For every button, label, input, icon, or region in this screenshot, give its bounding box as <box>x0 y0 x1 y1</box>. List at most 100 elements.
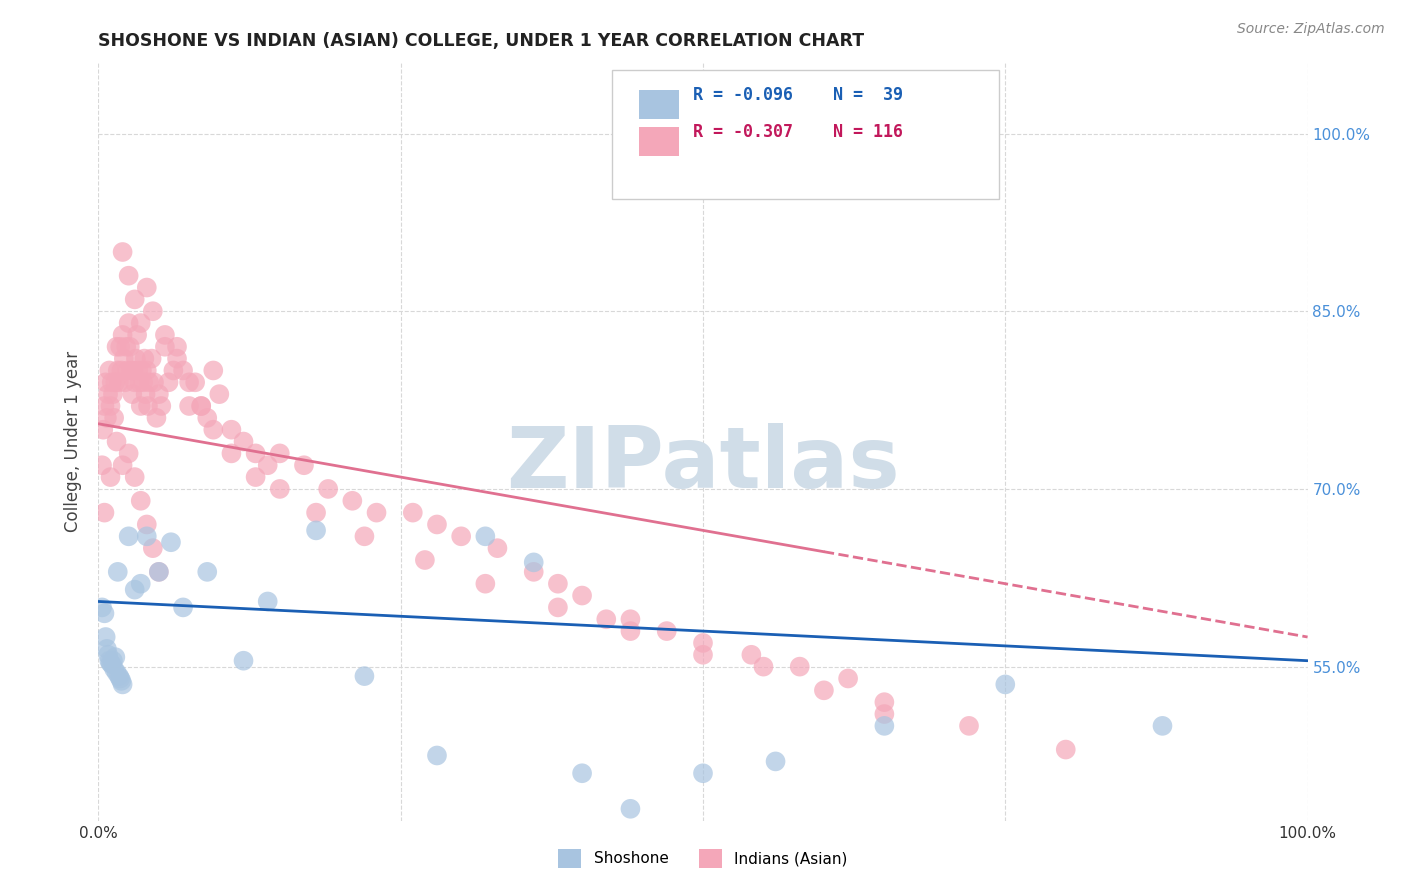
Point <box>619 624 641 639</box>
Point <box>100 470 122 484</box>
Point <box>135 387 157 401</box>
Point <box>93 506 115 520</box>
FancyBboxPatch shape <box>638 90 679 120</box>
Point <box>873 719 896 733</box>
Point <box>221 423 243 437</box>
Point <box>692 766 714 780</box>
Point <box>571 589 593 603</box>
Point <box>127 363 149 377</box>
Point <box>142 541 165 556</box>
Point <box>547 576 569 591</box>
Point <box>353 669 375 683</box>
Point <box>172 600 194 615</box>
Point <box>342 493 364 508</box>
Point <box>104 376 127 390</box>
Point <box>150 399 173 413</box>
Point <box>148 565 170 579</box>
Point <box>131 363 153 377</box>
Point <box>94 630 117 644</box>
Point <box>105 340 128 354</box>
Point <box>166 340 188 354</box>
Point <box>202 423 225 437</box>
Point <box>129 493 152 508</box>
Point <box>122 363 145 377</box>
Point <box>118 446 141 460</box>
Point <box>292 458 315 473</box>
Text: R = -0.307    N = 116: R = -0.307 N = 116 <box>693 123 903 141</box>
Point <box>120 363 142 377</box>
Point <box>1152 719 1174 733</box>
Point <box>269 446 291 460</box>
Point <box>873 695 896 709</box>
Point <box>474 576 496 591</box>
FancyBboxPatch shape <box>613 70 1000 199</box>
Point <box>142 304 165 318</box>
Point <box>117 363 139 377</box>
Point <box>195 410 218 425</box>
Point <box>595 612 617 626</box>
Point <box>124 293 146 307</box>
Point <box>353 529 375 543</box>
Point <box>112 351 135 366</box>
Point <box>132 376 155 390</box>
Point <box>789 659 811 673</box>
Point <box>105 434 128 449</box>
Point <box>141 351 163 366</box>
Point <box>245 470 267 484</box>
Point <box>129 576 152 591</box>
Point <box>994 677 1017 691</box>
Point <box>127 327 149 342</box>
Point <box>100 657 122 672</box>
Point <box>93 607 115 621</box>
Point <box>413 553 436 567</box>
Point <box>148 387 170 401</box>
Point <box>129 399 152 413</box>
Point <box>765 755 787 769</box>
Point <box>100 376 122 390</box>
Point <box>100 656 122 670</box>
Point <box>692 648 714 662</box>
Point <box>256 458 278 473</box>
Point <box>136 399 159 413</box>
Point <box>813 683 835 698</box>
Point <box>523 555 546 569</box>
Point <box>108 669 131 683</box>
Point <box>157 376 180 390</box>
Point <box>190 399 212 413</box>
Point <box>138 376 160 390</box>
Point <box>366 506 388 520</box>
Point <box>184 376 207 390</box>
Point <box>98 654 121 668</box>
Point <box>121 387 143 401</box>
Point <box>208 387 231 401</box>
Point <box>837 672 859 686</box>
Text: R = -0.096    N =  39: R = -0.096 N = 39 <box>693 87 903 104</box>
Point <box>129 316 152 330</box>
Point <box>124 470 146 484</box>
Point <box>93 399 115 413</box>
Point <box>108 340 131 354</box>
Point <box>179 376 201 390</box>
Legend: Shoshone, Indians (Asian): Shoshone, Indians (Asian) <box>553 843 853 873</box>
Point <box>108 672 131 686</box>
Point <box>619 802 641 816</box>
Point <box>111 677 134 691</box>
Point <box>101 654 124 668</box>
Point <box>256 594 278 608</box>
Point <box>111 327 134 342</box>
Point <box>118 268 141 283</box>
Y-axis label: College, Under 1 year: College, Under 1 year <box>65 351 83 533</box>
Point <box>316 482 339 496</box>
Point <box>104 650 127 665</box>
Point <box>111 458 134 473</box>
Text: ZIPatlas: ZIPatlas <box>506 423 900 506</box>
Point <box>118 529 141 543</box>
Point <box>873 706 896 721</box>
Point <box>94 376 117 390</box>
Point <box>114 376 136 390</box>
Point <box>426 748 449 763</box>
Point <box>1054 742 1077 756</box>
Point <box>101 387 124 401</box>
Point <box>172 363 194 377</box>
Point <box>232 434 254 449</box>
